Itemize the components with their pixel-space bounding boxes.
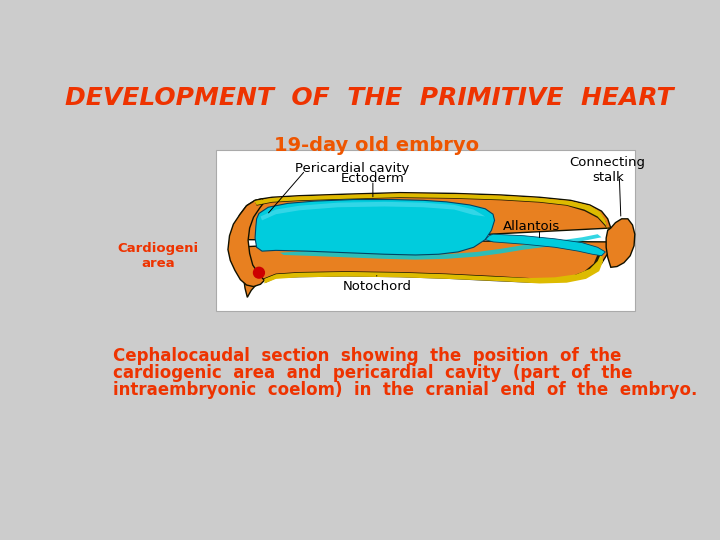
Circle shape (253, 267, 264, 278)
Text: 19-day old embryo: 19-day old embryo (274, 137, 480, 156)
Polygon shape (264, 254, 601, 283)
Polygon shape (254, 193, 608, 230)
Polygon shape (255, 200, 495, 255)
Polygon shape (255, 194, 608, 231)
Text: Allantois: Allantois (503, 220, 560, 233)
Text: Cephalocaudal  section  showing  the  position  of  the: Cephalocaudal section showing the positi… (113, 347, 621, 366)
Text: Pericardial cavity: Pericardial cavity (295, 162, 410, 175)
Text: cardiogenic  area  and  pericardial  cavity  (part  of  the: cardiogenic area and pericardial cavity … (113, 364, 633, 382)
Text: DEVELOPMENT  OF  THE  PRIMITIVE  HEART: DEVELOPMENT OF THE PRIMITIVE HEART (65, 86, 673, 110)
Polygon shape (228, 199, 264, 287)
Text: Ectoderm: Ectoderm (341, 172, 405, 185)
Polygon shape (233, 193, 611, 298)
Polygon shape (264, 253, 603, 284)
Polygon shape (485, 234, 606, 256)
Text: Cardiogeni
area: Cardiogeni area (117, 242, 199, 270)
Polygon shape (261, 202, 485, 220)
Polygon shape (280, 234, 601, 260)
Bar (216, 150, 635, 311)
Text: Notochord: Notochord (342, 280, 411, 293)
Text: Connecting
stalk: Connecting stalk (570, 156, 646, 184)
Text: intraembryonic  coelom)  in  the  cranial  end  of  the  embryo.: intraembryonic coelom) in the cranial en… (113, 381, 698, 399)
Polygon shape (606, 219, 635, 267)
